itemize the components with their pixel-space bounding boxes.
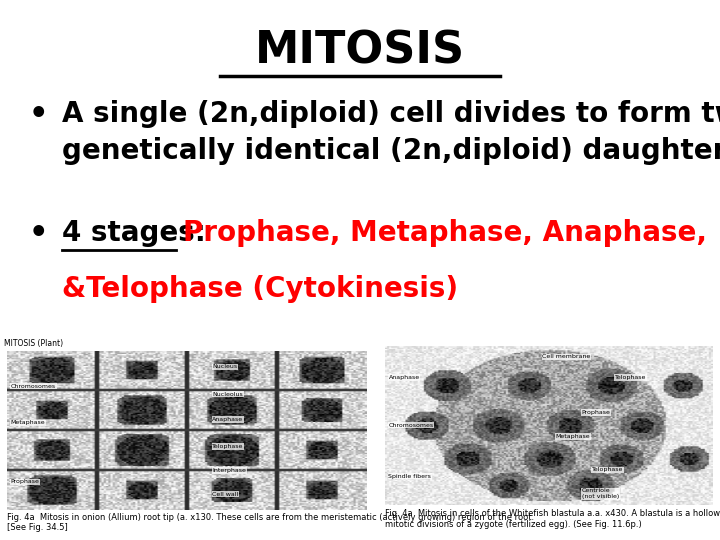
Text: Nucleolus: Nucleolus xyxy=(212,392,243,396)
Text: Anaphase: Anaphase xyxy=(212,417,243,422)
Text: Chromosomes: Chromosomes xyxy=(11,383,56,389)
Text: Telophase: Telophase xyxy=(212,444,244,449)
Text: •: • xyxy=(29,219,48,248)
Text: &Telophase (Cytokinesis): &Telophase (Cytokinesis) xyxy=(62,275,458,303)
Text: Prophase, Metaphase, Anaphase,: Prophase, Metaphase, Anaphase, xyxy=(183,219,707,247)
Text: MITOSIS: MITOSIS xyxy=(255,30,465,73)
Text: Anaphase: Anaphase xyxy=(389,375,420,380)
Text: •: • xyxy=(29,100,48,129)
Text: Interphase: Interphase xyxy=(212,468,246,473)
Text: Cell wall: Cell wall xyxy=(212,492,238,497)
Text: Prophase: Prophase xyxy=(582,410,611,415)
Text: Spindle fibers: Spindle fibers xyxy=(389,474,431,479)
Text: MITOSIS (Plant): MITOSIS (Plant) xyxy=(4,339,63,348)
Text: Fig. 4a  Mitosis in onion (Allium) root tip (a. x130. These cells are from the m: Fig. 4a Mitosis in onion (Allium) root t… xyxy=(7,513,534,532)
Text: Cell membrane: Cell membrane xyxy=(542,354,590,359)
Text: Telophase: Telophase xyxy=(615,375,646,380)
Text: Telophase: Telophase xyxy=(592,467,623,472)
Text: Metaphase: Metaphase xyxy=(556,434,590,439)
Text: Chromosomes: Chromosomes xyxy=(389,423,433,428)
Text: Nucleus: Nucleus xyxy=(212,364,238,369)
Text: Fig. 4a  Mitosis in cells of the Whitefish blastula a.a. x430. A blastula is a h: Fig. 4a Mitosis in cells of the Whitefis… xyxy=(385,509,720,529)
Text: Centriole
(not visible): Centriole (not visible) xyxy=(582,488,619,499)
Text: Metaphase: Metaphase xyxy=(11,420,45,425)
Text: A single (2n,diploid) cell divides to form two
genetically identical (2n,diploid: A single (2n,diploid) cell divides to fo… xyxy=(62,100,720,165)
Text: Prophase: Prophase xyxy=(11,479,40,484)
Text: 4 stages:: 4 stages: xyxy=(62,219,206,247)
